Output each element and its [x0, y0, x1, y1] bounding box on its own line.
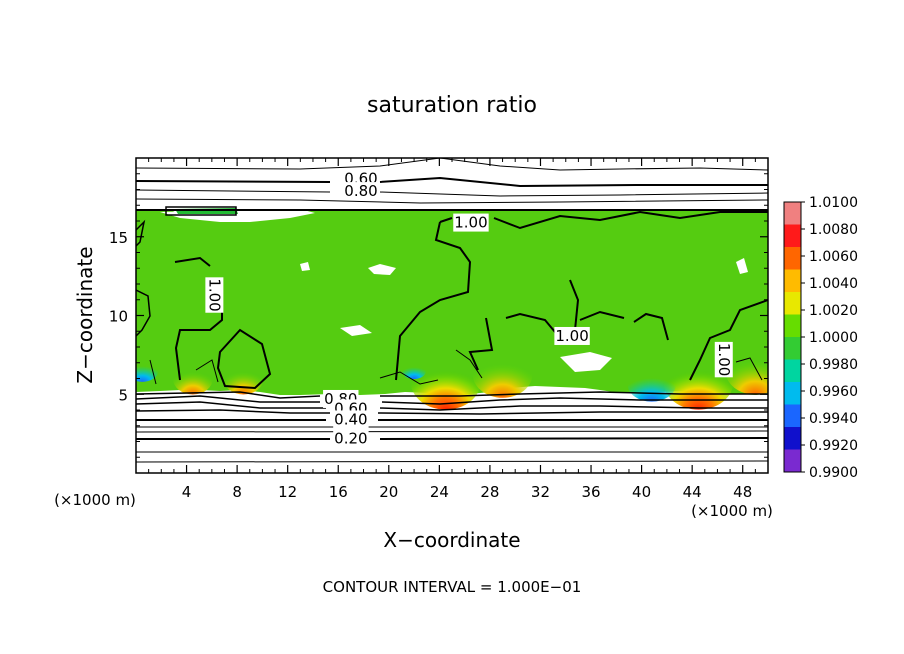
contour-lower-j [136, 460, 768, 463]
colorbar-label-0: 1.0100 [809, 195, 858, 211]
warm-anomaly-1 [223, 362, 264, 395]
x-axis-label: X−coordinate [383, 528, 520, 552]
cold-anomaly-2 [402, 362, 427, 380]
contour-label-9: 0.20 [334, 429, 367, 447]
cold-anomaly-1 [627, 368, 676, 402]
contour-label-bg-4 [554, 326, 590, 345]
contour-label-5: 1.00 [715, 343, 733, 376]
unsaturated-gap-3 [340, 325, 372, 336]
contour-upper-080 [136, 189, 768, 197]
x-tick-label-2: 12 [278, 483, 297, 501]
contour-lower-b [136, 395, 768, 405]
contour-label-4: 1.00 [555, 327, 588, 345]
x-unit-left: (×1000 m) [54, 491, 136, 509]
warm-anomaly-3 [472, 349, 533, 398]
x-unit-right: (×1000 m) [691, 502, 773, 520]
x-tick-label-1: 8 [232, 483, 242, 501]
contour-lower-080 [136, 391, 768, 399]
contour-labels: 0.600.801.001.001.001.000.800.600.400.20 [205, 169, 733, 448]
contour-upper-1 [136, 158, 768, 171]
colorbar-label-5: 1.0000 [809, 330, 858, 346]
colorbar-label-1: 1.0080 [809, 222, 858, 238]
colorbar-swatch-8 [784, 382, 801, 405]
colorbar-label-2: 1.0060 [809, 249, 858, 265]
contour-upper-060 [136, 176, 768, 188]
contour-label-bg-2 [453, 213, 489, 232]
contour-label-bg-5 [714, 341, 733, 378]
colorbar: 1.0100 1.0080 1.0060 1.0040 1.0020 1.0000 0.99… [783, 195, 858, 481]
chart-title: saturation ratio [367, 93, 537, 118]
contour-100-edge [136, 219, 151, 337]
saturation-field [136, 207, 768, 410]
colorbar-label-6: 0.9980 [809, 357, 858, 373]
unsaturated-gap-2 [368, 264, 396, 275]
contour-label-1: 0.80 [344, 182, 377, 200]
y-axis-label: Z−coordinate [73, 246, 97, 383]
warm-anomaly-0 [172, 362, 213, 395]
contour-label-3: 1.00 [205, 278, 223, 311]
contour-lower-020 [136, 437, 768, 440]
y-tick-label-1: 10 [109, 308, 128, 326]
contour-lower-060 [136, 401, 768, 411]
colorbar-swatch-5 [784, 314, 801, 338]
saturated-region [136, 209, 768, 395]
x-tick-label-5: 24 [430, 483, 449, 501]
colorbar-swatch-7 [784, 359, 801, 383]
colorbar-swatch-2 [784, 247, 801, 270]
colorbar-label-9: 0.9920 [809, 438, 858, 454]
colorbar-swatch-6 [784, 337, 801, 360]
colorbar-label-7: 0.9960 [809, 384, 858, 400]
colorbar-swatch-11 [784, 449, 801, 473]
contour-label-2: 1.00 [454, 214, 487, 232]
x-tick-label-7: 32 [531, 483, 550, 501]
unsaturated-gap-5 [300, 262, 310, 271]
contour-label-bg-3 [205, 277, 224, 313]
colorbar-label-3: 1.0040 [809, 276, 858, 292]
unsaturated-gap-4 [560, 352, 612, 372]
contour-lines [136, 158, 768, 463]
colorbar-swatch-3 [784, 269, 801, 293]
contour-100-main [395, 210, 768, 381]
x-tick-label-4: 20 [379, 483, 398, 501]
contour-label-bg-8 [333, 410, 369, 429]
contour-label-bg-1 [343, 182, 379, 201]
contour-lower-d [136, 409, 768, 415]
colorbar-swatch-0 [784, 202, 801, 225]
y-tick-label-2: 15 [109, 229, 128, 247]
colorbar-label-4: 1.0020 [809, 303, 858, 319]
colorbar-swatch-4 [784, 292, 801, 315]
contour-wisps [149, 349, 763, 385]
y-tick-label-0: 5 [118, 386, 128, 404]
unsaturated-gap-6 [736, 258, 748, 274]
x-tick-label-3: 16 [329, 483, 348, 501]
contour-lower-g [136, 430, 768, 433]
cloud-top-box [165, 206, 237, 216]
contour-100-left [174, 256, 272, 390]
colorbar-swatch-10 [784, 427, 801, 450]
x-tick-label-6: 28 [480, 483, 499, 501]
anomaly-spots [136, 346, 768, 410]
colorbar-label-10: 0.9900 [809, 465, 858, 481]
contour-interval-note: CONTOUR INTERVAL = 1.000E−01 [323, 578, 582, 596]
x-tick-label-0: 4 [182, 483, 192, 501]
cold-anomaly-0 [136, 359, 159, 382]
x-tick-label-9: 40 [632, 483, 651, 501]
x-tick-label-8: 36 [581, 483, 600, 501]
contour-upper-4 [136, 198, 768, 204]
colorbar-swatch-9 [784, 404, 801, 428]
contour-label-8: 0.40 [334, 410, 367, 428]
x-tick-label-10: 44 [683, 483, 702, 501]
x-tick-label-11: 48 [733, 483, 752, 501]
colorbar-swatch-1 [784, 224, 801, 248]
contour-label-bg-9 [333, 429, 369, 448]
warm-anomaly-5 [725, 346, 768, 395]
colorbar-label-8: 0.9940 [809, 411, 858, 427]
